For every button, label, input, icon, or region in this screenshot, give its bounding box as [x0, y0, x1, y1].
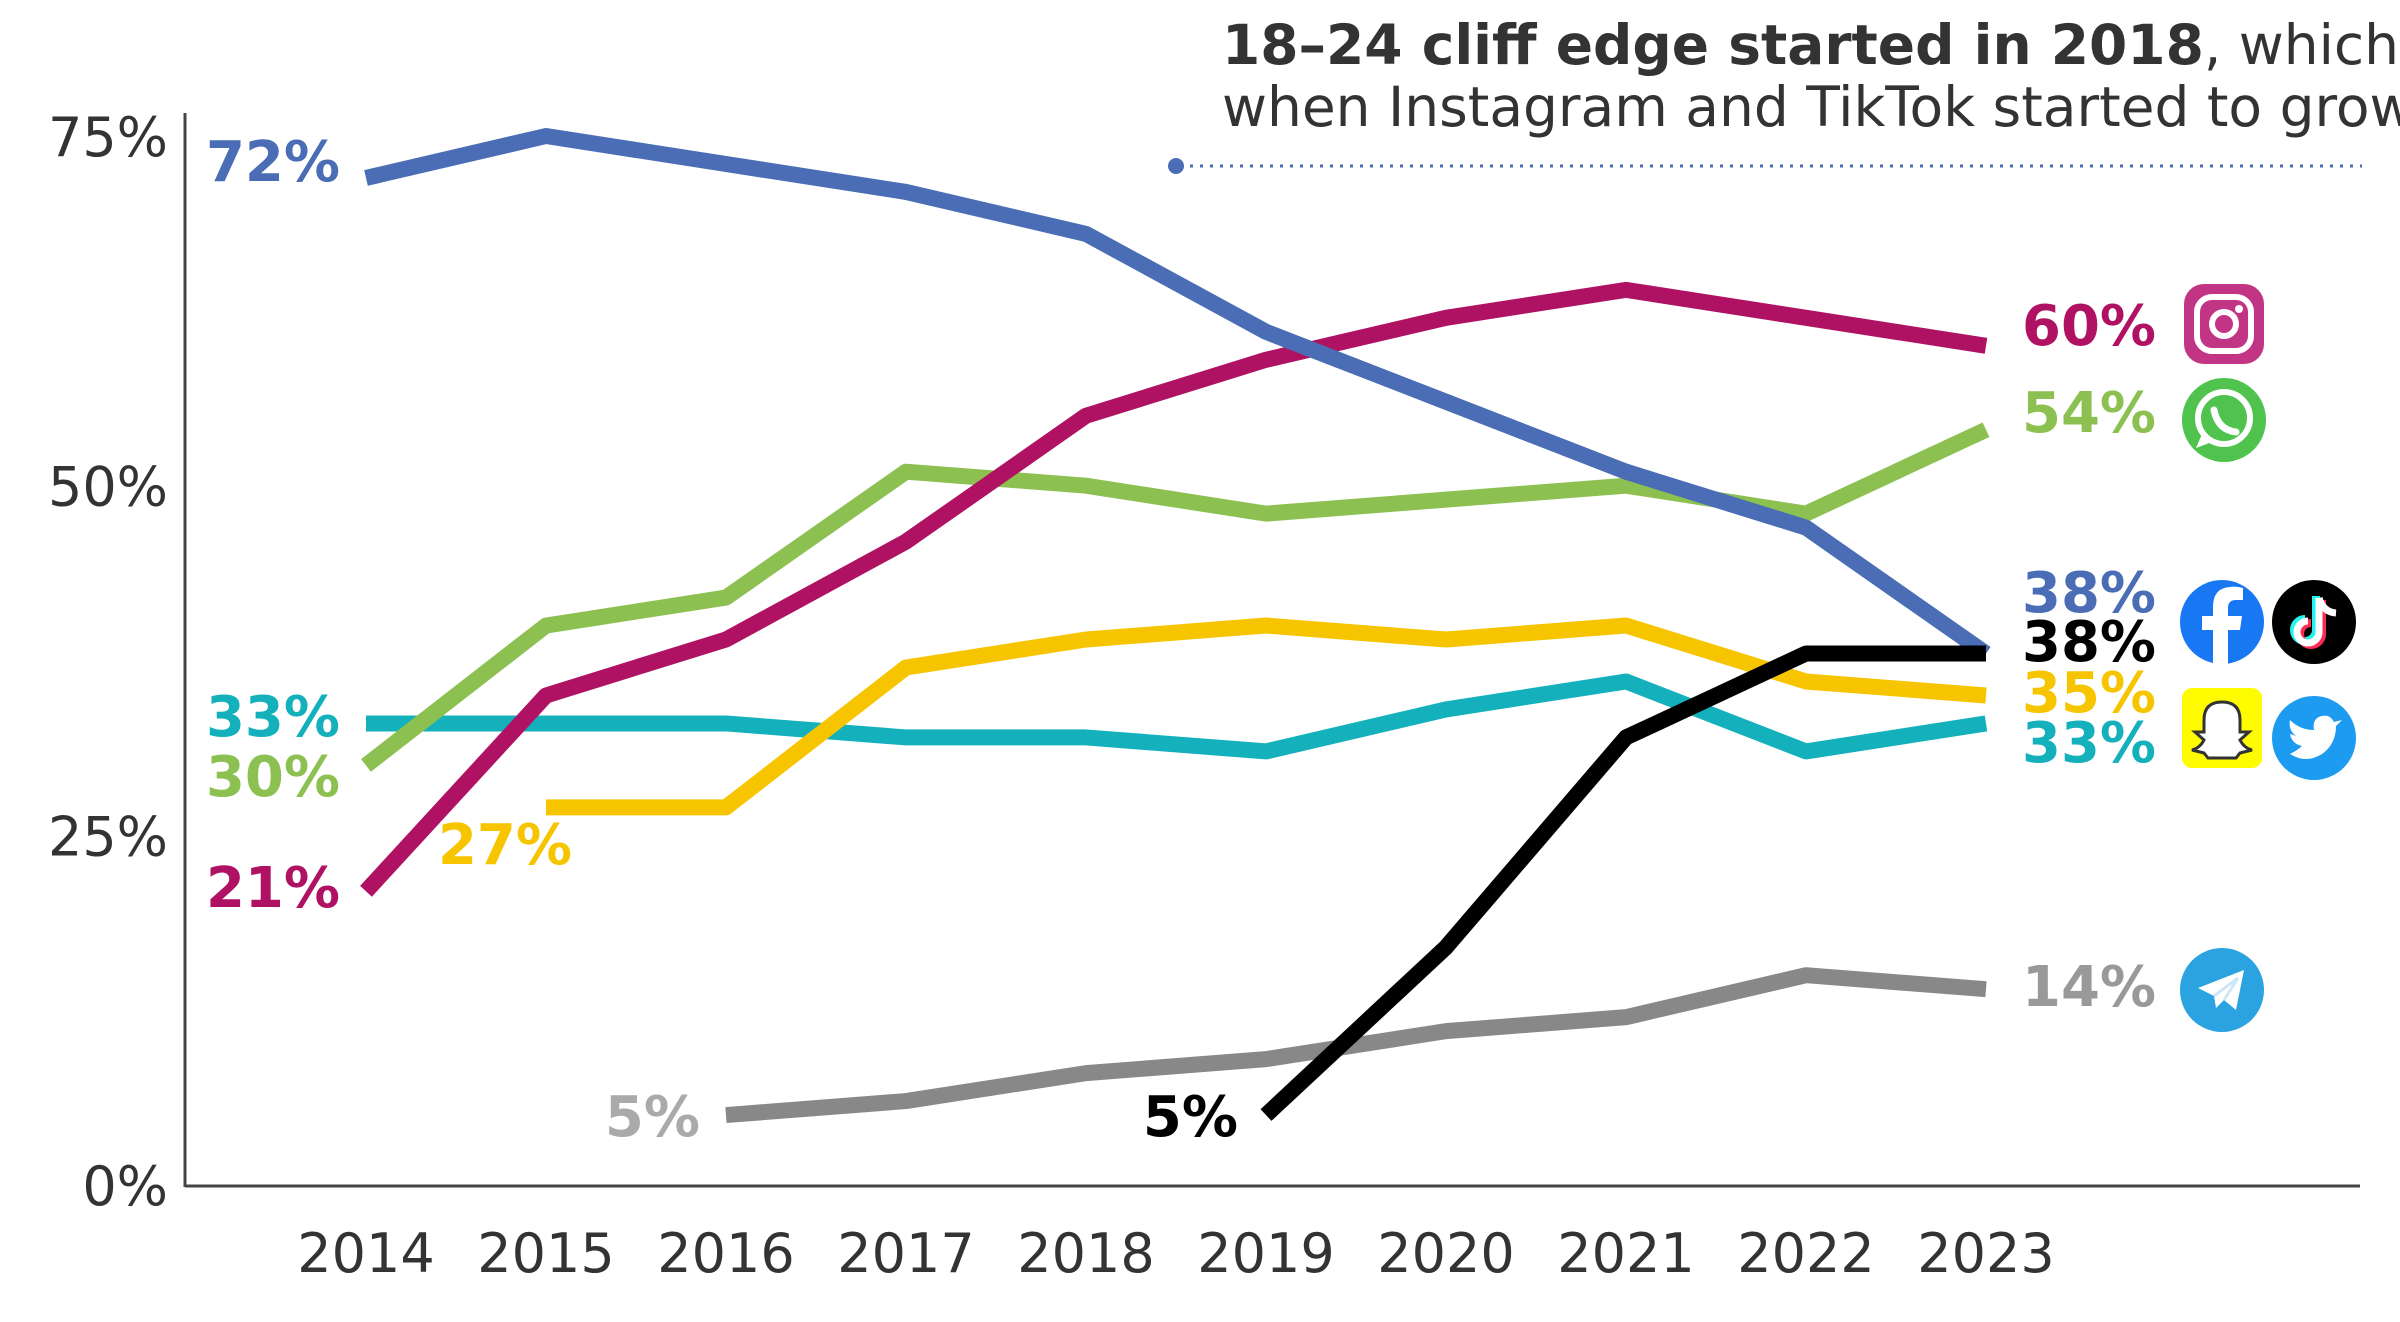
telegram-icon — [2180, 948, 2264, 1032]
instagram-line — [360, 281, 1988, 897]
whatsapp-end-label: 54% — [2022, 381, 2156, 446]
snapchat-start-label: 27% — [438, 813, 572, 878]
x-tick-label: 2017 — [837, 1222, 974, 1285]
whatsapp-start-label: 30% — [206, 745, 340, 810]
facebook-end-label: 38% — [2022, 561, 2156, 626]
x-tick-label: 2014 — [297, 1222, 434, 1285]
annotation-line-1: 18–24 cliff edge started in 2018, which … — [1222, 13, 2400, 77]
instagram-start-label: 21% — [206, 856, 340, 921]
x-tick-label: 2021 — [1557, 1222, 1694, 1285]
legend-icons — [2180, 284, 2356, 1032]
whatsapp-line — [361, 422, 1990, 772]
y-tick-label: 25% — [48, 805, 168, 868]
tiktok-start-label: 5% — [1143, 1085, 1238, 1150]
twitter-end-label: 33% — [2022, 711, 2156, 776]
x-tick-label: 2016 — [657, 1222, 794, 1285]
twitter-start-label: 33% — [206, 685, 340, 750]
x-tick-label: 2022 — [1737, 1222, 1874, 1285]
instagram-end-label: 60% — [2022, 294, 2156, 359]
annotation-rest: , which is — [2204, 13, 2400, 77]
facebook-icon — [2180, 580, 2264, 664]
x-tick-label: 2020 — [1377, 1222, 1514, 1285]
snapchat-icon — [2182, 688, 2262, 768]
telegram-line — [725, 967, 1987, 1124]
telegram-end-label: 14% — [2022, 955, 2156, 1020]
x-tick-label: 2023 — [1917, 1222, 2054, 1285]
annotation-line-2: when Instagram and TikTok started to gro… — [1222, 75, 2400, 139]
x-tick-label: 2015 — [477, 1222, 614, 1285]
whatsapp-icon — [2182, 378, 2266, 462]
x-tick-label: 2019 — [1197, 1222, 1334, 1285]
tiktok-line — [1260, 645, 1986, 1121]
annotation: 18–24 cliff edge started in 2018, which … — [1168, 13, 2400, 174]
y-tick-label: 50% — [48, 456, 168, 519]
instagram-icon — [2184, 284, 2264, 364]
annotation-dot — [1168, 158, 1184, 174]
y-tick-label: 0% — [82, 1155, 168, 1218]
series-lines — [360, 128, 1991, 1124]
snapchat-end-label: 35% — [2022, 661, 2156, 726]
tiktok-end-label: 38% — [2022, 610, 2156, 675]
data-labels: 72%38%21%60%30%54%27%35%33% 33%5%38%5%14% — [206, 130, 2156, 1150]
twitter-icon — [2272, 696, 2356, 780]
axes: 0% 25% 50% 75% 2014 2015 2016 2017 2018 2019 2020 2… — [48, 106, 2360, 1285]
twitter-line — [366, 673, 1988, 760]
facebook-line — [364, 128, 1991, 661]
snapchat-line — [546, 617, 1987, 816]
facebook-start-label: 72% — [206, 130, 340, 195]
tiktok-icon — [2272, 580, 2356, 664]
x-tick-label: 2018 — [1017, 1222, 1154, 1285]
annotation-bold: 18–24 cliff edge started in 2018 — [1222, 13, 2204, 77]
y-tick-label: 75% — [48, 106, 168, 169]
telegram-start-label: 5% — [605, 1085, 700, 1150]
